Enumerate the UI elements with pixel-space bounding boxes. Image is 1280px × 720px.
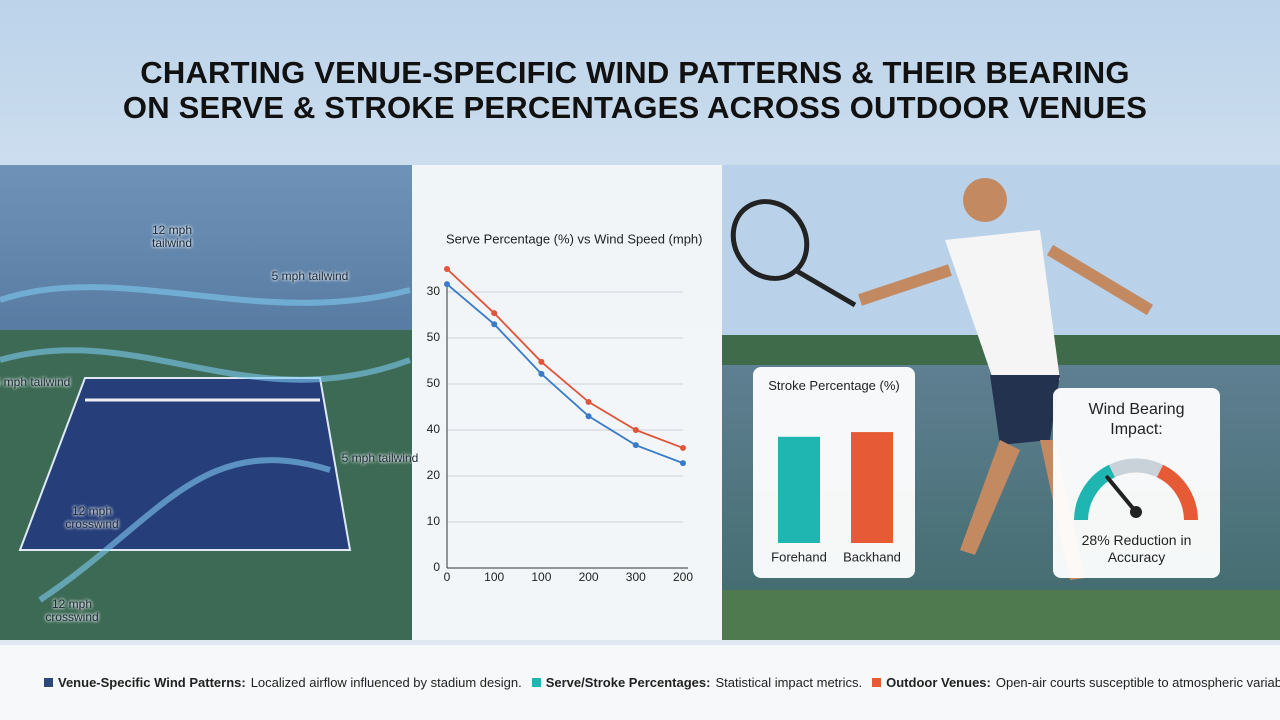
point <box>632 427 639 433</box>
gauge-arc-high <box>1156 464 1198 521</box>
legend-name: Venue-Specific Wind Patterns: <box>58 675 246 690</box>
legend-item: Venue-Specific Wind Patterns: Localized a… <box>44 675 522 690</box>
y-tick-label: 0 <box>433 560 440 574</box>
wind-label: 5 mph tailwind <box>0 375 71 389</box>
gauge-needle <box>1105 475 1138 514</box>
x-tick-label: 100 <box>531 570 551 584</box>
gauge-value-label: 28% Reduction in Accuracy <box>1081 532 1192 565</box>
y-tick-label: 30 <box>427 284 441 298</box>
point <box>680 460 686 467</box>
x-tick-label: 200 <box>579 570 599 584</box>
point <box>585 413 592 420</box>
legend-text: Localized airflow influenced by stadium … <box>250 675 522 690</box>
legend-name: Serve/Stroke Percentages: <box>545 675 711 690</box>
gauge-arc-mid <box>1108 458 1164 478</box>
x-tick-label: 300 <box>626 570 646 584</box>
x-tick-label: Backhand <box>843 549 901 564</box>
legend-text: Statistical impact metrics. <box>715 675 863 690</box>
legend-item: Serve/Stroke Percentages: Statistical imp… <box>531 675 863 690</box>
legend: Venue-Specific Wind Patterns: Localized a… <box>0 645 1280 720</box>
point <box>680 444 686 451</box>
court-edge <box>722 590 1280 640</box>
wind-label: 12 mph crosswind <box>65 504 119 531</box>
wind-streams <box>0 284 412 603</box>
y-tick-label: 40 <box>427 422 441 436</box>
y-tick-label: 50 <box>427 330 441 344</box>
x-tick-label: 100 <box>484 570 504 584</box>
wind-label: 12 mph tailwind <box>151 223 193 250</box>
legend-swatch <box>44 678 53 687</box>
point <box>444 281 450 288</box>
x-tick-label: Forehand <box>771 549 827 564</box>
gauge-title: Wind Bearing Impact: <box>1088 401 1185 438</box>
x-tick-label: 200 <box>673 570 693 584</box>
wind-label: 5 mph tailwind <box>341 451 419 465</box>
point <box>538 370 545 377</box>
y-tick-label: 50 <box>427 376 441 390</box>
series-line <box>446 268 684 449</box>
legend-text: Open-air courts susceptible to atmospher… <box>995 675 1280 690</box>
series-line <box>446 283 684 464</box>
title-line: ON SERVE & STROKE PERCENTAGES ACROSS OUT… <box>122 90 1148 125</box>
legend-name: Outdoor Venues: <box>886 675 991 690</box>
bar <box>778 436 820 543</box>
legend-swatch <box>531 678 541 687</box>
y-tick-label: 20 <box>427 468 441 482</box>
chart-title: Serve Percentage (%) vs Wind Speed (mph) <box>446 231 703 246</box>
point <box>491 321 498 328</box>
point <box>585 398 592 405</box>
bar <box>851 432 893 543</box>
point <box>538 358 545 365</box>
y-tick-label: 10 <box>427 514 441 528</box>
title-line: CHARTING VENUE-SPECIFIC WIND PATTERNS & … <box>140 55 1130 90</box>
point <box>491 310 498 317</box>
wind-label: 12 mph crosswind <box>45 597 99 624</box>
chart-panel <box>412 165 722 640</box>
gauge-arc-low <box>1074 464 1116 521</box>
gauge-hub <box>1130 506 1142 518</box>
point <box>444 266 450 272</box>
wind-label: 5 mph tailwind <box>271 269 349 283</box>
legend-swatch <box>872 678 882 687</box>
legend-item: Outdoor Venues: Open-air courts susceptib… <box>872 675 1280 690</box>
point <box>632 442 639 449</box>
x-tick-label: 0 <box>444 570 451 584</box>
gauge-card <box>1053 388 1220 578</box>
bar-title: Stroke Percentage (%) <box>768 378 900 393</box>
